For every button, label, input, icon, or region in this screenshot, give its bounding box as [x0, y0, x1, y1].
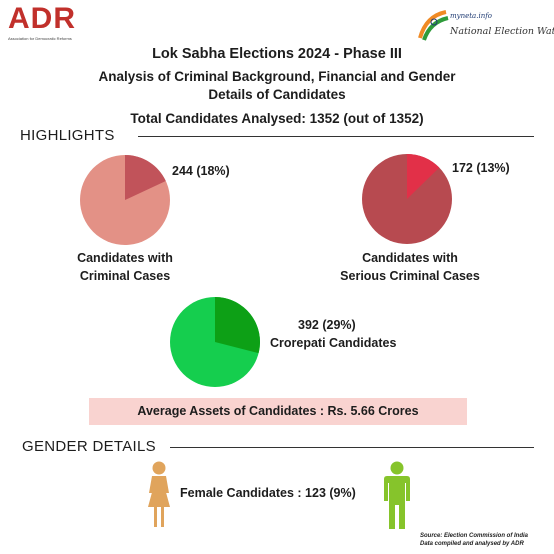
- crorepati-candidates-caption: Crorepati Candidates: [270, 336, 397, 350]
- criminal-cases-caption-line1: Candidates with: [77, 251, 173, 265]
- highlights-heading: HIGHLIGHTS: [20, 127, 115, 144]
- serious-criminal-cases-caption-line2: Serious Criminal Cases: [340, 269, 480, 283]
- average-assets-box: Average Assets of Candidates : Rs. 5.66 …: [89, 398, 467, 425]
- page-subtitle-line2: Details of Candidates: [208, 87, 346, 102]
- page-title: Lok Sabha Elections 2024 - Phase III: [152, 46, 402, 62]
- myneta-text: myneta.info: [450, 12, 493, 20]
- page-subtitle-line1: Analysis of Criminal Background, Financi…: [98, 69, 456, 84]
- source-note: Source: Election Commission of India Dat…: [420, 532, 528, 548]
- source-line2: Data compiled and analysed by ADR: [420, 541, 524, 547]
- criminal-cases-value: 244 (18%): [172, 164, 230, 178]
- criminal-cases-pie: [80, 155, 170, 245]
- crorepati-candidates-pie-slice: [215, 297, 260, 354]
- adr-logo-text: ADR: [8, 2, 76, 35]
- total-candidates: Total Candidates Analysed: 1352 (out of …: [130, 111, 424, 126]
- national-election-watch-text: National Election Watch: [450, 26, 554, 37]
- crorepati-candidates-pie: [170, 297, 260, 387]
- female-person-icon: [148, 461, 170, 527]
- gender-details-heading: GENDER DETAILS: [22, 438, 156, 455]
- serious-criminal-cases-pie: [362, 154, 452, 244]
- highlights-divider: [138, 136, 534, 137]
- criminal-cases-pie-slice: [125, 155, 166, 200]
- serious-criminal-cases-value: 172 (13%): [452, 161, 510, 175]
- crorepati-candidates-value: 392 (29%): [298, 318, 356, 332]
- flag-swoosh-icon: [418, 10, 449, 41]
- serious-criminal-cases-caption-line1: Candidates with: [362, 251, 458, 265]
- average-assets-text: Average Assets of Candidates : Rs. 5.66 …: [137, 404, 419, 418]
- adr-logo: ADR Association for Democratic Reforms: [8, 4, 92, 44]
- criminal-cases-caption-line2: Criminal Cases: [79, 269, 171, 283]
- gender-divider: [170, 447, 534, 448]
- adr-logo-subtext: Association for Democratic Reforms: [8, 36, 72, 41]
- source-line1: Source: Election Commission of India: [420, 533, 529, 539]
- serious-criminal-cases-caption: Candidates with Serious Criminal Cases: [330, 249, 490, 285]
- national-election-watch-logo: myneta.info National Election Watch: [416, 8, 554, 44]
- serious-criminal-cases-pie-slice: [407, 154, 440, 199]
- criminal-cases-caption: Candidates with Criminal Cases: [50, 249, 200, 285]
- female-candidates-label: Female Candidates : 123 (9%): [180, 486, 356, 500]
- male-person-icon: [384, 461, 410, 529]
